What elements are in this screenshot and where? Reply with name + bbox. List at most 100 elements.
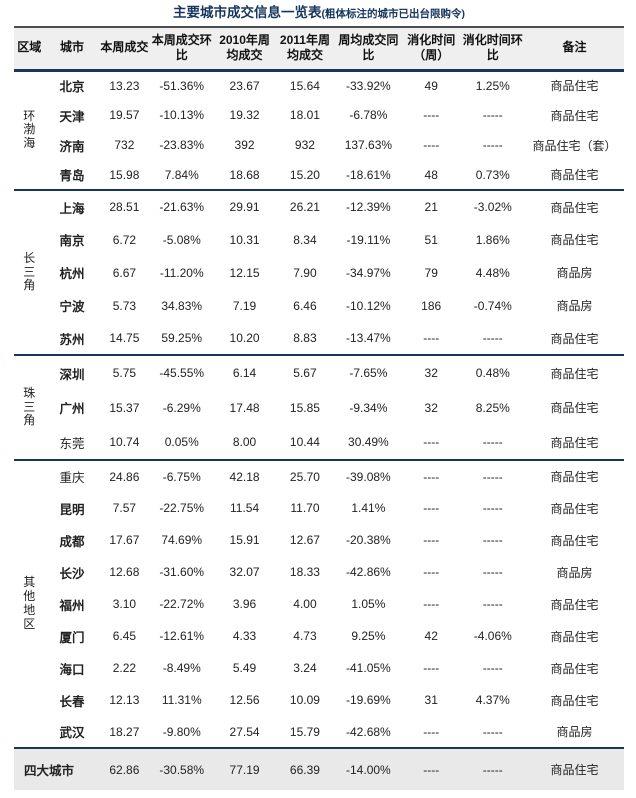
- value-cell-6: -----: [482, 661, 503, 675]
- value-cell-2: 7.19: [232, 298, 257, 313]
- value-cell-2: 15.91: [229, 533, 260, 547]
- value-cell-0: 19.57: [109, 108, 140, 122]
- value-cell-2: 42.18: [229, 469, 260, 484]
- header-cell-4: 2010年周均成交: [214, 27, 276, 72]
- value-cell-4: -34.97%: [346, 265, 391, 280]
- value-cell-0: 6.72: [112, 232, 137, 247]
- value-cell-3: 6.46: [293, 298, 317, 313]
- value-cell-6: 1.25%: [475, 78, 510, 93]
- value-cell-4: -13.47%: [346, 331, 391, 345]
- remark-cell: 商品房: [556, 725, 593, 739]
- value-cell-4: -9.34%: [349, 400, 388, 415]
- remark-cell: 商品住宅: [550, 200, 599, 215]
- table-row: 青岛 15.98 7.84% 18.68 15.20 -18.61% 48 0.73% 商品住宅: [14, 160, 624, 190]
- value-cell-3: 25.70: [289, 469, 320, 484]
- value-cell-5: ----: [423, 435, 440, 449]
- city-cell: 青岛: [59, 169, 85, 183]
- city-cell: 成都: [59, 534, 85, 549]
- value-cell-3: 18.33: [289, 565, 320, 579]
- city-cell: 长沙: [59, 566, 85, 581]
- value-cell-2: 27.54: [229, 724, 260, 739]
- page-title: 主要城市成交信息一览表(粗体标注的城市已出台限购令): [14, 2, 624, 26]
- value-cell-0: 6.45: [112, 629, 137, 643]
- value-cell-1: -22.72%: [159, 597, 205, 611]
- city-transactions-table: 区域 城市 本周成交 本周成交环比 2010年周均成交 2011年周均成交 周均成交同比 消化…: [14, 26, 624, 790]
- value-cell-1: 34.83%: [161, 298, 203, 313]
- value-cell-6: -----: [482, 138, 503, 152]
- value-cell-0: 17.67: [109, 533, 140, 547]
- value-cell-2: 10.20: [229, 331, 260, 345]
- value-cell-4: -7.65%: [349, 366, 388, 380]
- value-cell-3: 3.24: [293, 661, 317, 675]
- value-cell-0: 5.73: [112, 298, 137, 313]
- table-row: 昆明 7.57 -22.75% 11.54 11.70 1.41% ---- ----- 商品住…: [14, 492, 624, 524]
- table-row: 广州 15.37 -6.29% 17.48 15.85 -9.34% 32 8.25% 商品住宅: [14, 390, 624, 425]
- table-row: 成都 17.67 74.69% 15.91 12.67 -20.38% ---- ----- 商…: [14, 524, 624, 556]
- remark-cell: 商品住宅: [550, 331, 599, 346]
- value-cell-3: 15.64: [289, 78, 320, 93]
- value-cell-3: 4.00: [293, 597, 317, 611]
- value-cell-1: -11.20%: [159, 265, 204, 280]
- value-cell-5: 42: [424, 629, 438, 643]
- value-cell-1: -10.13%: [159, 108, 205, 122]
- value-cell-5: 32: [424, 400, 438, 415]
- value-cell-0: 3.10: [112, 597, 137, 611]
- value-cell-4: 30.49%: [348, 435, 389, 449]
- header-cell-1: 城市: [44, 27, 100, 72]
- value-cell-3: 26.21: [289, 200, 320, 214]
- value-cell-1: 11.31%: [161, 693, 202, 707]
- value-cell-0: 12.68: [109, 565, 140, 579]
- value-cell-6: 8.25%: [475, 400, 510, 415]
- table-row: 长春 12.13 11.31% 12.56 10.09 -19.69% 31 4.37% 商品住…: [14, 684, 624, 716]
- summary-value-cell-0: 62.86: [109, 762, 140, 777]
- value-cell-1: 7.84%: [164, 167, 199, 182]
- value-cell-0: 2.22: [112, 661, 137, 675]
- region-section-1: 长三角 上海 28.51 -21.63% 29.91 26.21 -12.39% 21 -3.0…: [14, 190, 624, 355]
- region-section-2: 珠三角 深圳 5.75 -45.55% 6.14 5.67 -7.65% 32 0.48% 商品住…: [14, 355, 624, 460]
- value-cell-6: -----: [482, 435, 503, 449]
- summary-value-cell-2: 77.19: [229, 762, 260, 777]
- remark-cell: 商品住宅: [550, 661, 599, 676]
- value-cell-3: 12.67: [289, 533, 320, 547]
- value-cell-6: 0.48%: [475, 366, 510, 380]
- value-cell-0: 12.13: [109, 693, 140, 707]
- region-label: 珠三角: [14, 355, 45, 460]
- remark-cell: 商品住宅: [550, 629, 599, 644]
- city-cell: 宁波: [59, 300, 85, 314]
- value-cell-6: -----: [482, 565, 503, 579]
- value-cell-4: 1.41%: [351, 501, 386, 515]
- summary-value-cell-4: -14.00%: [346, 762, 391, 777]
- value-cell-5: ----: [423, 469, 440, 484]
- region-label-text: 珠三角: [23, 385, 36, 428]
- summary-section: 四大城市 62.86 -30.58% 77.19 66.39 -14.00% ---- ---…: [14, 748, 624, 790]
- value-cell-2: 29.91: [229, 200, 260, 214]
- city-cell: 海口: [59, 662, 85, 677]
- region-label: 环渤海: [14, 70, 45, 190]
- value-cell-0: 13.23: [109, 78, 140, 93]
- table-row: 天津 19.57 -10.13% 19.32 18.01 -6.78% ---- ----- 商…: [14, 100, 624, 130]
- table-row: 杭州 6.67 -11.20% 12.15 7.90 -34.97% 79 4.48% 商品房: [14, 256, 624, 289]
- value-cell-1: -31.60%: [159, 565, 205, 579]
- region-section-0: 环渤海 北京 13.23 -51.36% 23.67 15.64 -33.92% 49 1.25…: [14, 70, 624, 190]
- value-cell-1: -22.75%: [159, 501, 205, 515]
- city-cell: 天津: [59, 109, 85, 124]
- value-cell-6: -0.74%: [473, 298, 512, 313]
- value-cell-4: -6.78%: [349, 108, 388, 122]
- value-cell-3: 5.67: [293, 366, 317, 380]
- value-cell-1: -12.61%: [159, 629, 205, 643]
- value-cell-0: 15.98: [109, 167, 140, 182]
- summary-remark-cell: 商品住宅: [550, 763, 599, 777]
- value-cell-4: -10.12%: [346, 298, 391, 313]
- city-cell: 杭州: [59, 267, 85, 281]
- remark-cell: 商品住宅: [550, 470, 599, 484]
- value-cell-1: -51.36%: [159, 78, 205, 93]
- city-cell: 苏州: [59, 332, 85, 347]
- value-cell-0: 15.37: [109, 400, 140, 415]
- value-cell-1: -5.08%: [162, 232, 201, 247]
- value-cell-6: -----: [482, 597, 503, 611]
- value-cell-3: 7.90: [293, 265, 317, 280]
- header-cell-2: 本周成交: [99, 27, 150, 72]
- remark-cell: 商品住宅: [550, 401, 599, 415]
- value-cell-0: 10.74: [109, 435, 140, 449]
- value-cell-4: -18.61%: [346, 167, 391, 182]
